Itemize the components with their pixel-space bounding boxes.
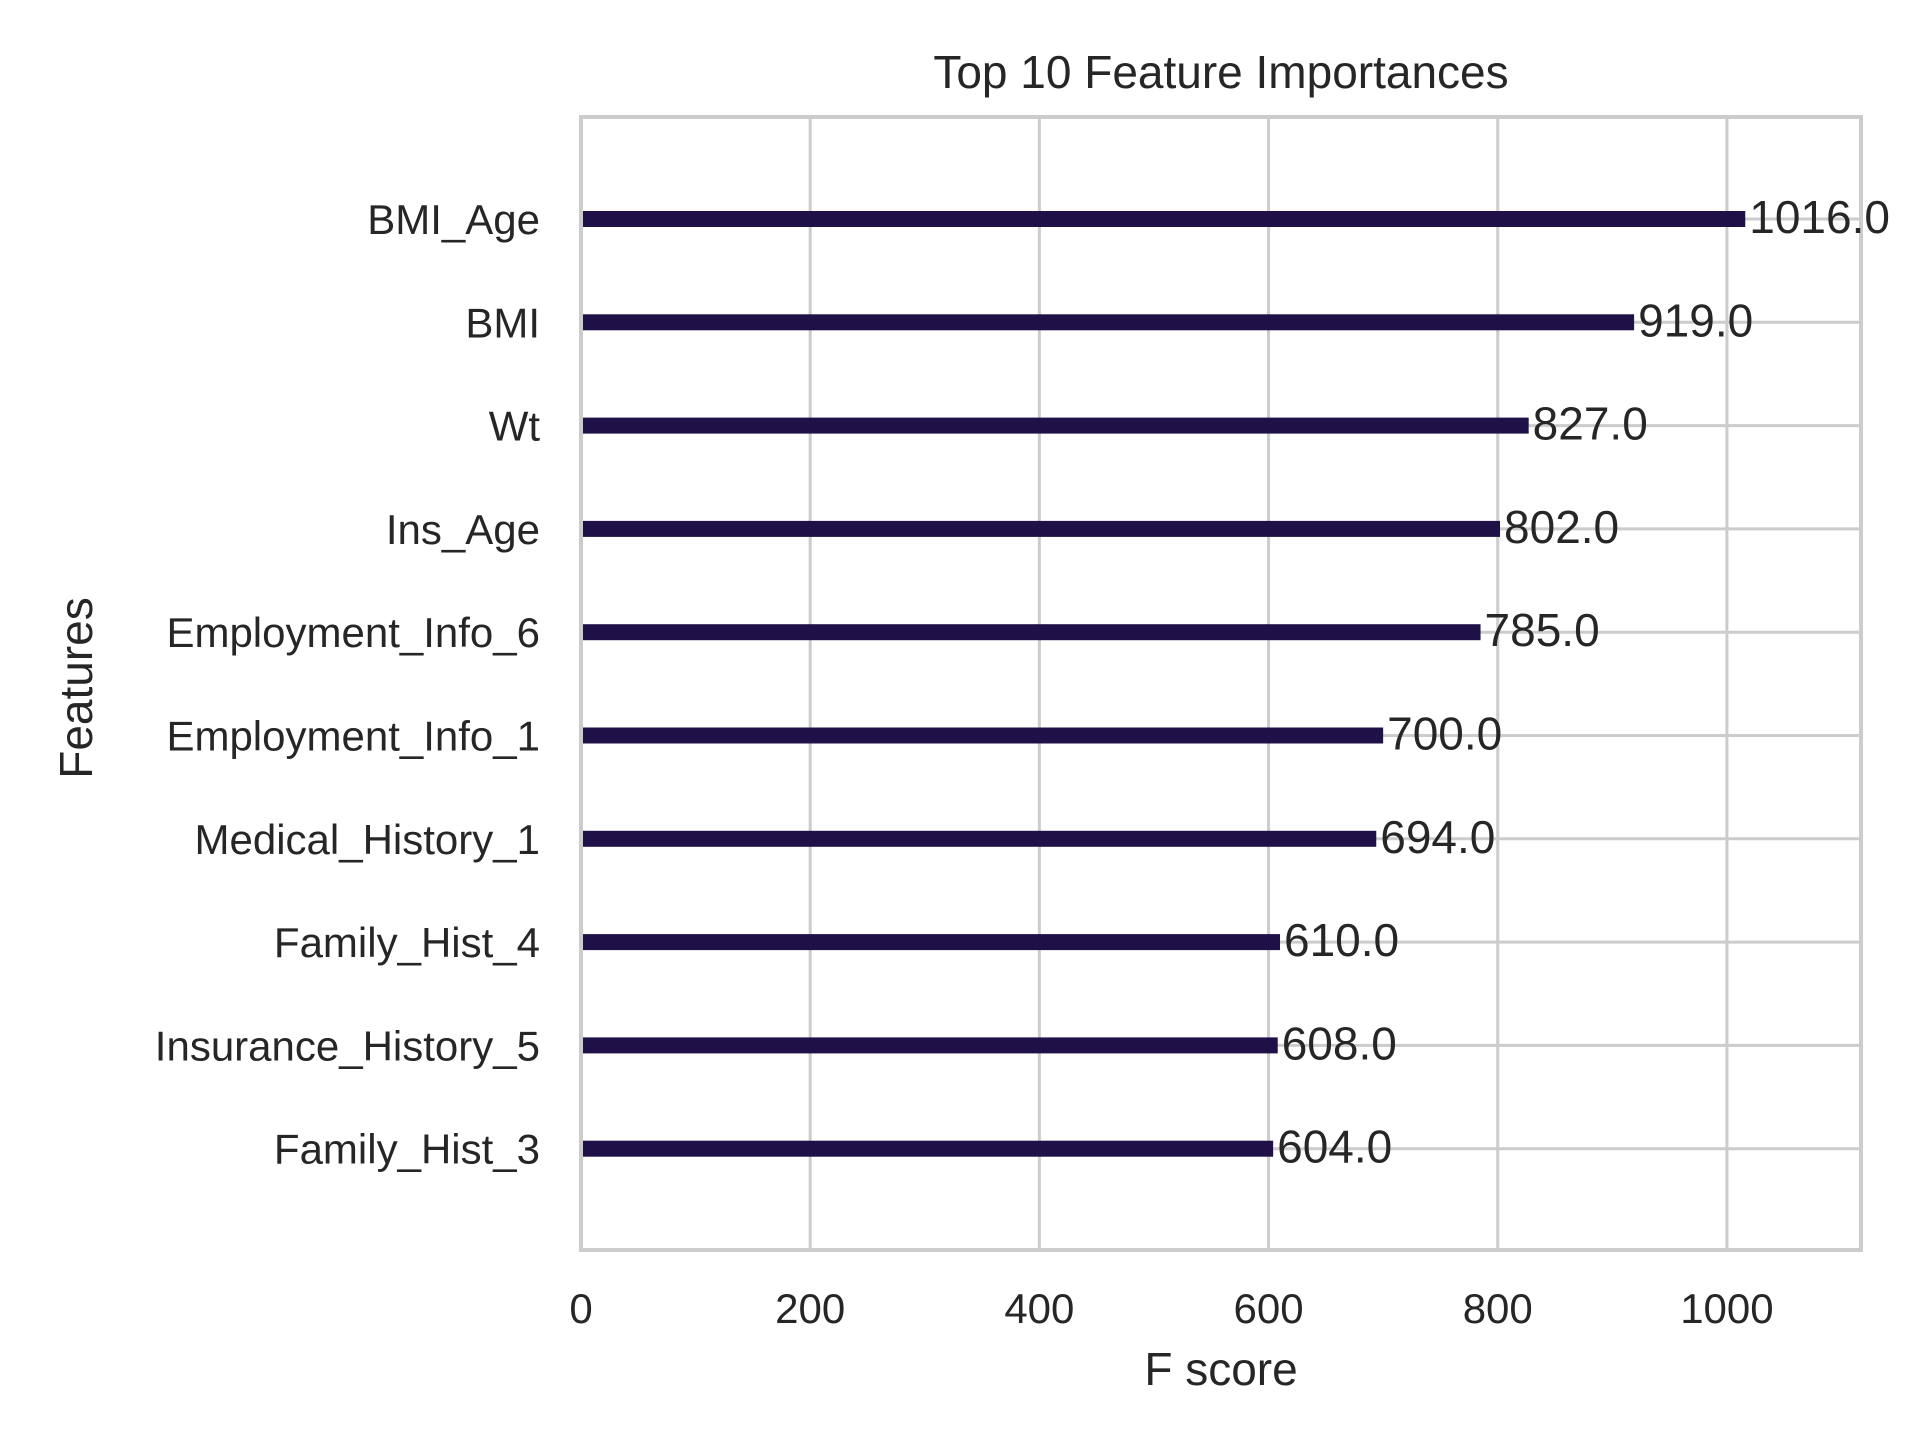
y-tick-label: Medical_History_1 (195, 816, 540, 863)
y-tick-label: Employment_Info_6 (166, 609, 540, 656)
bar-Family_Hist_4 (581, 934, 1281, 951)
value-label: 700.0 (1387, 708, 1502, 760)
chart-title: Top 10 Feature Importances (933, 46, 1508, 98)
bar-Medical_History_1 (581, 830, 1377, 847)
value-label: 604.0 (1277, 1121, 1392, 1173)
x-tick-label: 200 (775, 1285, 845, 1332)
x-tick-label: 1000 (1680, 1285, 1773, 1332)
bar-Ins_Age (581, 520, 1501, 537)
x-axis-label: F score (1144, 1343, 1297, 1395)
value-label: 608.0 (1282, 1017, 1397, 1069)
y-tick-label: Employment_Info_1 (166, 713, 540, 760)
value-label: 802.0 (1504, 501, 1619, 553)
bar-Employment_Info_1 (581, 727, 1384, 744)
bar-BMI_Age (581, 211, 1746, 227)
value-label: 694.0 (1380, 811, 1495, 863)
grid-layer (579, 117, 1861, 1250)
x-tick-label: 0 (569, 1285, 592, 1332)
y-tick-label: Ins_Age (386, 506, 540, 553)
y-tick-label: Family_Hist_4 (274, 919, 540, 966)
bar-BMI (581, 314, 1635, 331)
bar-Insurance_History_5 (581, 1037, 1278, 1054)
plot-frame (579, 115, 1863, 1252)
x-tick-label: 600 (1234, 1285, 1304, 1332)
x-tick-label: 800 (1463, 1285, 1533, 1332)
bar-Employment_Info_6 (581, 624, 1481, 641)
x-tick-label: 400 (1004, 1285, 1074, 1332)
bar-Wt (581, 417, 1529, 434)
value-label: 919.0 (1638, 294, 1753, 346)
value-label: 785.0 (1485, 604, 1600, 656)
y-tick-label: Insurance_History_5 (155, 1022, 540, 1069)
y-tick-label: BMI (465, 299, 540, 346)
bar-Family_Hist_3 (581, 1140, 1274, 1157)
value-label: 1016.0 (1749, 191, 1890, 243)
value-label: 610.0 (1284, 914, 1399, 966)
y-tick-label: Wt (489, 403, 541, 450)
value-label: 827.0 (1533, 398, 1648, 450)
y-axis-label: Features (50, 597, 102, 779)
y-tick-label: BMI_Age (367, 196, 540, 243)
y-tick-label: Family_Hist_3 (274, 1126, 540, 1173)
bar-layer (581, 211, 1746, 1157)
label-layer: 0 200 400 600 800 1000 BMI_Age 1016.0 BMI 919.0 Wt… (155, 191, 1890, 1332)
